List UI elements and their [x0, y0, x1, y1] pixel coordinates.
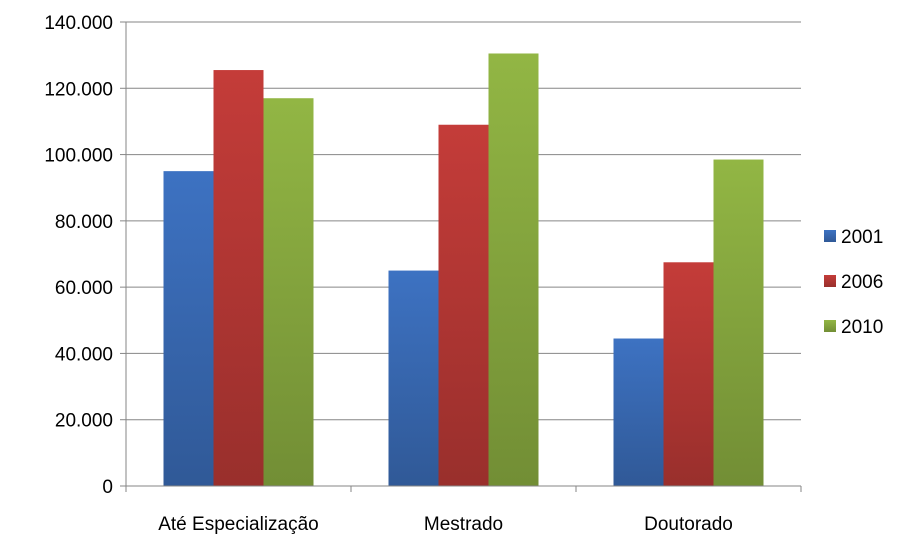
x-category-label: Até Especialização	[158, 514, 319, 535]
bar-2006-1	[438, 124, 489, 486]
bar-2010-2	[713, 159, 764, 487]
x-category-label: Doutorado	[644, 514, 733, 535]
y-tick-label: 80.000	[55, 212, 113, 233]
legend-label-2010: 2010	[841, 317, 883, 338]
y-tick-label: 140.000	[44, 13, 113, 34]
legend: 2001 2006 2010	[824, 227, 883, 338]
y-tick-label: 20.000	[55, 411, 113, 432]
bar-2001-1	[388, 270, 439, 486]
axes	[125, 22, 802, 492]
y-tick-label: 0	[102, 477, 113, 498]
y-tick-label: 100.000	[44, 146, 113, 167]
bar-2001-0	[163, 171, 214, 486]
legend-swatch-2006	[824, 275, 836, 287]
x-category-label: Mestrado	[424, 514, 503, 535]
legend-swatch-2010	[824, 320, 836, 332]
bars	[163, 53, 764, 487]
bar-2006-0	[213, 70, 264, 487]
bar-2006-2	[663, 262, 714, 486]
legend-swatch-2001	[824, 230, 836, 242]
y-tick-label: 120.000	[44, 79, 113, 100]
bar-2010-1	[488, 53, 539, 486]
y-tick-label: 60.000	[55, 278, 113, 299]
legend-label-2006: 2006	[841, 272, 883, 293]
bar-2010-0	[263, 98, 314, 486]
bar-2001-2	[613, 338, 664, 486]
y-tick-label: 40.000	[55, 344, 113, 365]
x-axis-category-labels: Até Especialização Mestrado Doutorado	[158, 514, 733, 535]
legend-label-2001: 2001	[841, 227, 883, 248]
y-axis-tick-labels: 0 20.000 40.000 60.000 80.000 100.000 120.000 1…	[44, 13, 113, 498]
